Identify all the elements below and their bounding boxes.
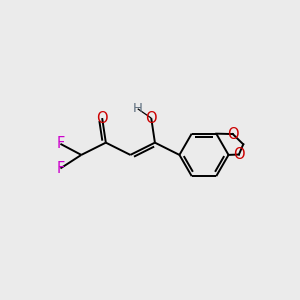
Text: O: O xyxy=(227,127,238,142)
Text: O: O xyxy=(233,147,245,162)
Text: H: H xyxy=(133,102,143,115)
Text: F: F xyxy=(56,161,64,176)
Text: O: O xyxy=(96,111,108,126)
Text: F: F xyxy=(56,136,64,152)
Text: O: O xyxy=(146,111,157,126)
